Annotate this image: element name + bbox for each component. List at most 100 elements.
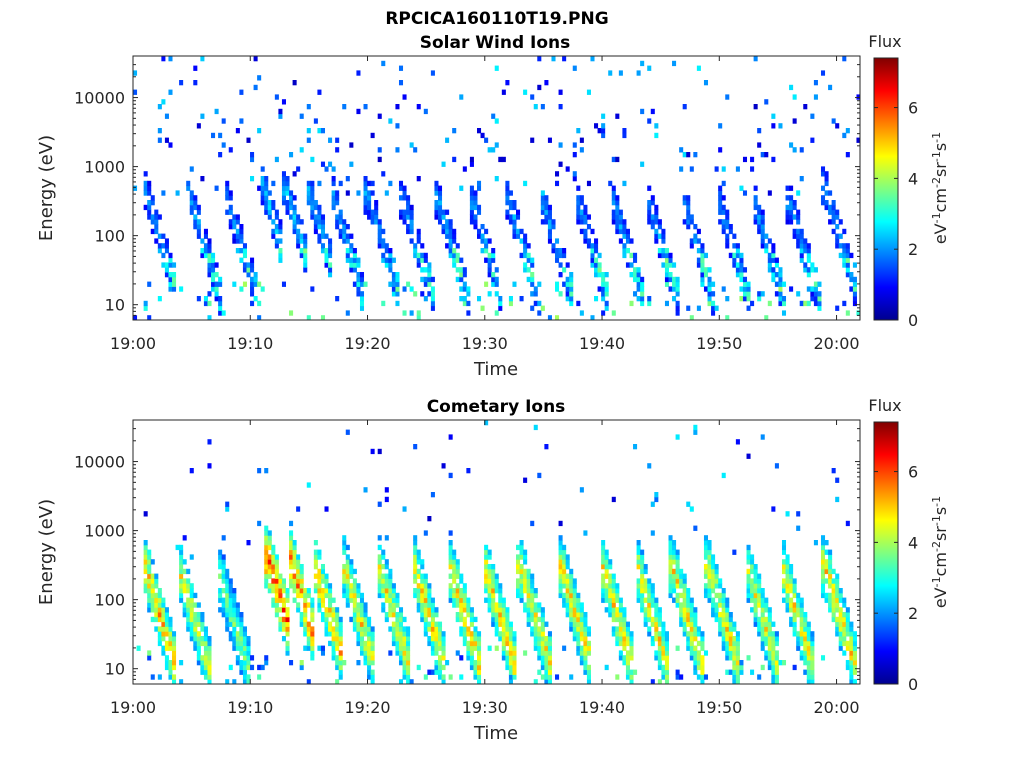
heatmap-cell bbox=[388, 592, 393, 599]
x-tick-label: 20:00 bbox=[813, 698, 859, 717]
heatmap-cell bbox=[789, 573, 794, 579]
heatmap-cell bbox=[742, 286, 748, 292]
heatmap-cell bbox=[409, 238, 414, 244]
heatmap-cell bbox=[640, 108, 645, 115]
heatmap-cell bbox=[781, 588, 787, 594]
heatmap-cell bbox=[228, 621, 233, 627]
heatmap-cell bbox=[703, 272, 709, 278]
heatmap-cell bbox=[260, 200, 265, 206]
heatmap-cell bbox=[218, 592, 223, 599]
colorbar-tick-label: 2 bbox=[908, 240, 918, 259]
heatmap-cell bbox=[391, 583, 396, 589]
heatmap-cell bbox=[182, 559, 187, 565]
heatmap-cell bbox=[615, 219, 620, 225]
heatmap-cell bbox=[491, 602, 496, 608]
heatmap-cell bbox=[225, 616, 230, 623]
heatmap-cell bbox=[193, 200, 198, 206]
heatmap-cell bbox=[654, 238, 659, 244]
heatmap-cell bbox=[838, 243, 843, 249]
heatmap-cell bbox=[228, 636, 233, 642]
heatmap-cell bbox=[466, 286, 471, 292]
heatmap-cell bbox=[370, 679, 375, 685]
heatmap-cell bbox=[328, 262, 333, 268]
heatmap-cell bbox=[562, 56, 567, 62]
heatmap-cell bbox=[519, 252, 524, 259]
heatmap-cell bbox=[359, 592, 365, 599]
heatmap-cell bbox=[721, 204, 726, 211]
heatmap-cell bbox=[211, 132, 216, 139]
heatmap-cell bbox=[696, 65, 701, 71]
heatmap-cell bbox=[331, 612, 336, 618]
heatmap-cell bbox=[657, 636, 662, 642]
heatmap-cell bbox=[764, 631, 769, 637]
heatmap-cell bbox=[789, 607, 794, 613]
heatmap-cell bbox=[682, 616, 687, 623]
heatmap-cell bbox=[572, 583, 577, 589]
heatmap-cell bbox=[516, 559, 521, 565]
heatmap-cell bbox=[615, 209, 620, 215]
heatmap-cell bbox=[689, 602, 694, 608]
heatmap-cell bbox=[218, 281, 223, 287]
heatmap-cell bbox=[569, 607, 574, 613]
heatmap-cell bbox=[778, 267, 783, 273]
heatmap-cell bbox=[281, 588, 286, 594]
heatmap-cell bbox=[664, 252, 669, 259]
heatmap-cell bbox=[264, 209, 269, 215]
heatmap-cell bbox=[413, 147, 418, 153]
heatmap-cell bbox=[508, 214, 513, 220]
heatmap-cell bbox=[746, 305, 751, 311]
heatmap-cell bbox=[533, 631, 538, 637]
heatmap-cell bbox=[640, 564, 645, 570]
heatmap-cell bbox=[615, 631, 620, 637]
heatmap-cell bbox=[232, 626, 237, 632]
heatmap-cell bbox=[342, 228, 347, 235]
heatmap-cell bbox=[576, 616, 581, 623]
heatmap-cell bbox=[675, 434, 680, 440]
heatmap-cell bbox=[264, 578, 269, 584]
heatmap-cell bbox=[501, 89, 506, 95]
heatmap-cell bbox=[806, 286, 811, 292]
heatmap-cell bbox=[289, 549, 294, 555]
heatmap-cell bbox=[150, 602, 155, 608]
heatmap-cell bbox=[785, 564, 790, 570]
heatmap-cell bbox=[359, 597, 365, 603]
heatmap-cell bbox=[228, 195, 233, 201]
heatmap-cell bbox=[299, 616, 304, 623]
heatmap-cell bbox=[448, 530, 453, 536]
heatmap-cell bbox=[274, 588, 279, 594]
heatmap-cell bbox=[147, 607, 152, 613]
heatmap-cell bbox=[430, 305, 435, 311]
heatmap-cell bbox=[221, 568, 226, 575]
heatmap-cell bbox=[682, 104, 687, 110]
heatmap-cell bbox=[820, 655, 826, 661]
heatmap-cell bbox=[250, 262, 255, 268]
heatmap-cell bbox=[516, 209, 521, 215]
heatmap-cell bbox=[569, 588, 574, 594]
heatmap-cell bbox=[388, 612, 393, 618]
heatmap-cell bbox=[742, 156, 748, 163]
heatmap-cell bbox=[491, 621, 496, 627]
heatmap-cell bbox=[313, 214, 318, 220]
heatmap-cell bbox=[845, 607, 850, 613]
heatmap-cell bbox=[164, 262, 169, 268]
heatmap-cell bbox=[491, 583, 496, 589]
heatmap-cell bbox=[356, 70, 361, 76]
heatmap-cell bbox=[512, 228, 517, 235]
heatmap-cell bbox=[352, 252, 357, 259]
heatmap-cell bbox=[746, 655, 751, 661]
heatmap-cell bbox=[427, 597, 432, 603]
heatmap-cell bbox=[590, 243, 595, 249]
heatmap-cell bbox=[452, 248, 457, 254]
heatmap-cell bbox=[643, 607, 648, 613]
heatmap-cell bbox=[317, 607, 322, 613]
heatmap-cell bbox=[757, 142, 762, 148]
heatmap-cell bbox=[225, 185, 230, 191]
heatmap-cell bbox=[533, 286, 538, 292]
heatmap-cell bbox=[448, 674, 453, 680]
heatmap-cell bbox=[143, 544, 148, 551]
heatmap-cell bbox=[799, 612, 804, 618]
heatmap-cell bbox=[253, 281, 258, 287]
heatmap-cell bbox=[367, 214, 372, 220]
heatmap-cell bbox=[186, 583, 191, 589]
